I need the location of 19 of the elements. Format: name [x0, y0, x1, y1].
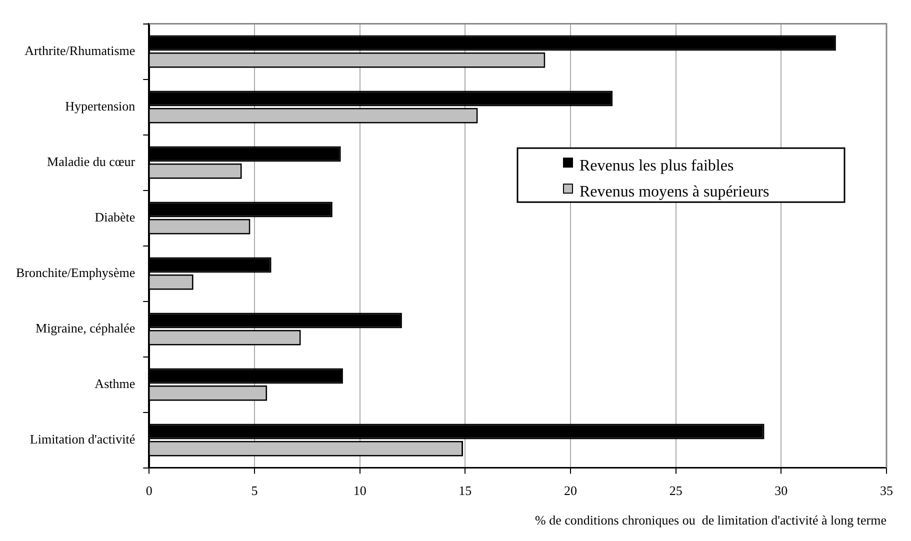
y-tick-label: Migraine, céphalée — [36, 320, 136, 336]
y-tick-label: Maladie du cœur — [47, 154, 136, 169]
x-tick-label: 0 — [146, 483, 152, 498]
x-tick-label: 20 — [564, 483, 577, 498]
x-tick-label: 10 — [353, 483, 366, 498]
legend-label: Revenus les plus faibles — [580, 157, 734, 174]
y-tick-label: Arthrite/Rhumatisme — [24, 42, 136, 58]
y-tick-label: Limitation d'activité — [30, 431, 136, 446]
x-tick-label: 35 — [880, 483, 893, 498]
x-tick-label: 15 — [458, 483, 472, 498]
y-tick-label: Diabète — [94, 209, 136, 224]
x-tick-label: 5 — [251, 483, 258, 498]
y-tick-label: Asthme — [94, 376, 136, 391]
x-tick-label: 25 — [669, 483, 682, 498]
y-tick-label: Bronchite/Emphysème — [16, 264, 136, 280]
legend-label: Revenus moyens à supérieurs — [580, 183, 770, 200]
x-axis-title: % de conditions chroniques ou de limitation d'activité à long terme — [535, 512, 887, 528]
y-tick-label: Hypertension — [65, 98, 136, 114]
x-tick-label: 30 — [774, 483, 788, 498]
